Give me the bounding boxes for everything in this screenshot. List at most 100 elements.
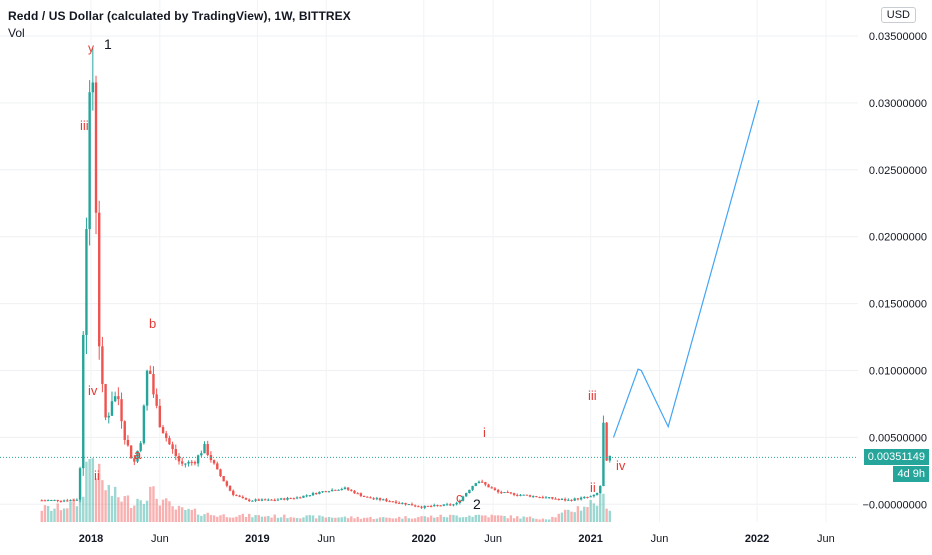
candle-body	[142, 405, 146, 444]
volume-bar	[477, 514, 481, 522]
volume-bar	[388, 517, 391, 522]
candle-body	[190, 461, 193, 463]
volume-bar	[449, 514, 452, 522]
candle-body	[506, 492, 509, 494]
candle-body	[487, 484, 490, 488]
volume-bar	[263, 516, 267, 522]
candle-body	[401, 502, 404, 504]
volume-bar	[50, 510, 53, 522]
candle-body	[353, 490, 356, 494]
candle-body	[385, 499, 388, 502]
candle-body	[158, 405, 162, 428]
candle-body	[78, 468, 82, 500]
volume-bar	[155, 498, 158, 522]
price-tick-label: 0.03500000	[869, 31, 927, 43]
volume-bar	[605, 508, 608, 522]
candle-body	[496, 490, 500, 493]
candle-body	[43, 500, 47, 502]
wave-label: iv	[616, 458, 626, 473]
volume-bar	[583, 506, 586, 522]
wave-label: b	[149, 316, 156, 331]
volume-bar	[53, 508, 56, 522]
volume-bar	[592, 503, 596, 522]
volume-bar	[538, 519, 541, 522]
candle-body	[407, 504, 410, 506]
volume-bar	[350, 516, 353, 522]
symbol-title[interactable]: Redd / US Dollar (calculated by TradingV…	[8, 9, 351, 23]
wave-label: ii	[94, 468, 100, 483]
candle-body	[576, 498, 580, 500]
volume-indicator-label[interactable]: Vol	[8, 26, 25, 40]
volume-bar	[56, 503, 59, 522]
candle-body	[599, 485, 602, 493]
volume-bar	[286, 518, 289, 522]
volume-bar	[487, 517, 490, 522]
volume-bar	[417, 516, 420, 522]
volume-bar	[206, 512, 209, 522]
candle-body	[595, 492, 599, 495]
candle-body	[123, 421, 126, 440]
volume-bar	[423, 516, 426, 522]
time-tick-label: 2018	[79, 533, 103, 545]
wave-label: a	[134, 447, 142, 462]
volume-bar	[551, 516, 554, 522]
candle-body	[260, 499, 264, 501]
candle-body	[372, 498, 375, 500]
candle-body	[200, 453, 203, 456]
volume-bar	[315, 518, 318, 522]
candle-body	[244, 498, 248, 500]
volume-bar	[158, 505, 162, 522]
volume-bar	[88, 459, 91, 522]
volume-bar	[305, 515, 308, 522]
volume-bar	[516, 516, 519, 522]
volume-bar	[372, 518, 375, 522]
candle-body	[267, 499, 270, 501]
currency-button[interactable]: USD	[880, 7, 916, 23]
candle-body	[458, 500, 462, 503]
wave-label: 2	[473, 496, 481, 512]
volume-bar	[110, 495, 114, 522]
candle-body	[53, 499, 56, 501]
candle-body	[161, 427, 165, 434]
volume-bar	[254, 515, 257, 522]
wave-label: i	[483, 425, 486, 440]
volume-bar	[161, 499, 165, 522]
volume-bar	[40, 510, 43, 522]
candle-body	[104, 384, 107, 418]
volume-bar	[541, 518, 544, 522]
volume-bar	[503, 515, 506, 522]
volume-bar	[123, 496, 126, 522]
volume-bar	[404, 516, 407, 522]
volume-bar	[366, 517, 369, 522]
candle-body	[468, 489, 471, 494]
time-axis[interactable]: 2018 Jun 2019 Jun 2020 Jun 2021 Jun 2022 Jun	[79, 533, 835, 545]
volume-bar	[455, 515, 458, 522]
candle-body	[62, 500, 66, 502]
candle-body	[516, 494, 519, 496]
candle-body	[439, 505, 442, 507]
candle-body	[477, 481, 481, 484]
candle-body	[120, 399, 123, 422]
candle-body	[228, 485, 232, 491]
candle-body	[337, 489, 340, 491]
volume-bar	[219, 515, 222, 522]
candle-body	[270, 499, 273, 501]
volume-bar	[340, 517, 343, 522]
candle-body	[382, 499, 385, 501]
candle-body	[420, 506, 423, 508]
volume-bar	[554, 517, 557, 522]
volume-bar	[273, 514, 276, 522]
price-candles	[40, 48, 612, 510]
volume-bar	[177, 505, 181, 522]
candle-body	[222, 476, 225, 482]
volume-bar	[327, 516, 331, 522]
candle-body	[286, 497, 289, 500]
volume-bar	[343, 516, 347, 522]
volume-bar	[190, 509, 193, 522]
volume-bar	[397, 516, 401, 522]
candle-body	[608, 455, 612, 461]
candle-body	[544, 497, 548, 499]
candle-body	[305, 495, 308, 497]
